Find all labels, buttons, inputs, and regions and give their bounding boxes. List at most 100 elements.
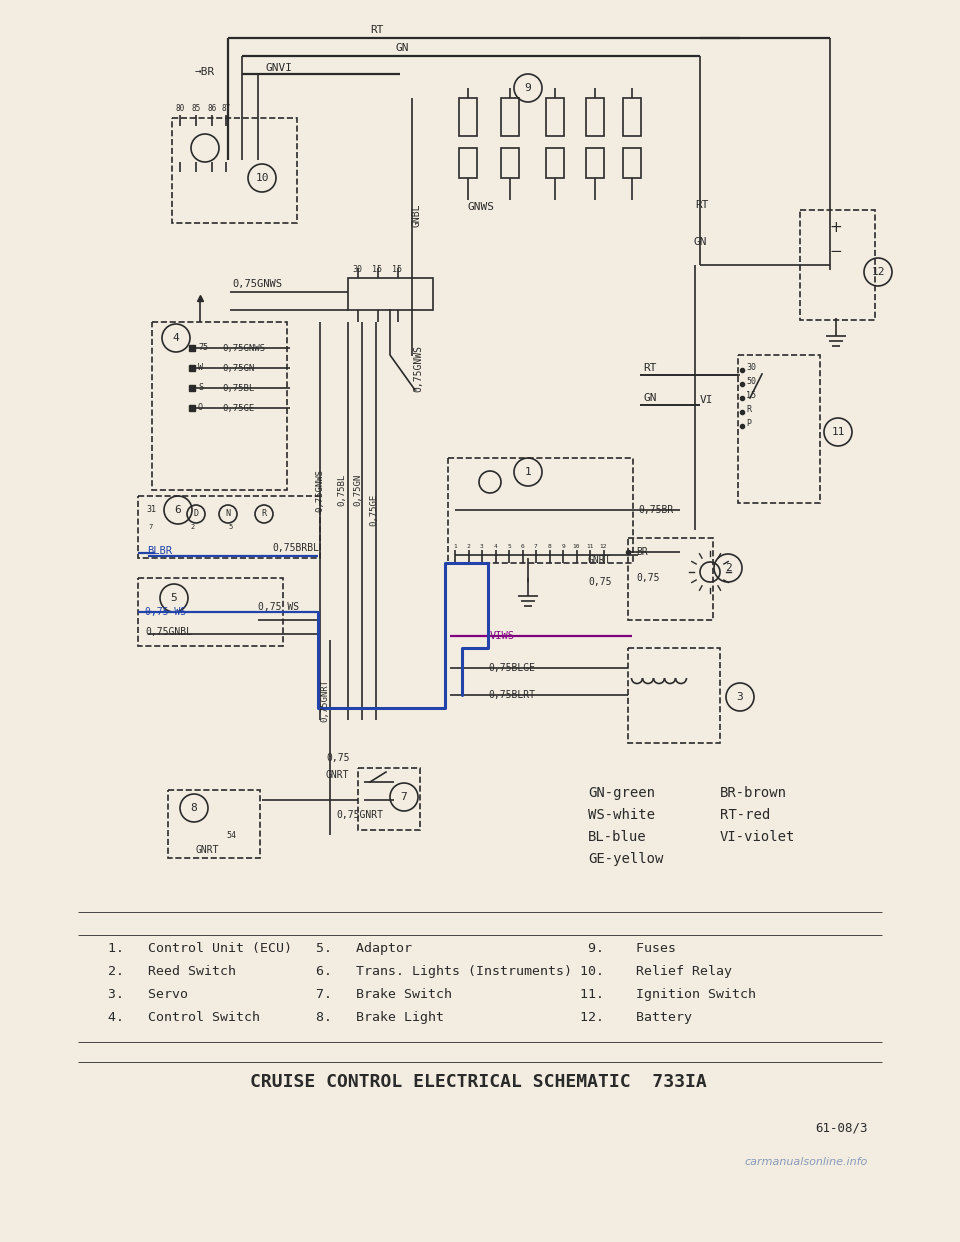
Text: 86: 86	[207, 104, 217, 113]
Text: 31: 31	[146, 505, 156, 514]
Bar	[623, 148, 641, 178]
Text: 0,75BRBL: 0,75BRBL	[272, 543, 319, 553]
Bar	[628, 648, 720, 743]
Text: 3.   Servo                7.   Brake Switch                11.    Ignition Switc: 3. Servo 7. Brake Switch 11. Ignition Sw…	[108, 987, 756, 1001]
Bar	[459, 148, 477, 178]
Text: S: S	[198, 384, 203, 392]
Text: VIWS: VIWS	[490, 631, 515, 641]
Text: 3: 3	[736, 692, 743, 702]
Bar	[358, 768, 420, 830]
Bar	[546, 148, 564, 178]
Text: 0,75 WS: 0,75 WS	[145, 607, 186, 617]
Text: BLBR: BLBR	[147, 546, 172, 556]
Text: VI-violet: VI-violet	[720, 830, 796, 845]
Bar	[586, 148, 604, 178]
Text: 2: 2	[467, 544, 470, 549]
Text: RT: RT	[643, 363, 657, 373]
Text: 5: 5	[507, 544, 511, 549]
Text: 61-08/3: 61-08/3	[815, 1122, 868, 1134]
Text: 0,75BL: 0,75BL	[338, 474, 347, 507]
Bar	[623, 98, 641, 137]
Text: 10: 10	[573, 544, 580, 549]
Text: 11: 11	[587, 544, 593, 549]
Text: 6: 6	[175, 505, 181, 515]
Text: 1: 1	[453, 544, 457, 549]
Text: 9: 9	[524, 83, 532, 93]
Text: 4: 4	[493, 544, 497, 549]
Text: GNBL: GNBL	[412, 204, 422, 227]
Bar	[459, 98, 477, 137]
Text: 54: 54	[226, 831, 236, 841]
Text: R: R	[746, 405, 751, 415]
Text: GNVI: GNVI	[265, 63, 292, 73]
Bar	[448, 458, 633, 563]
Text: GN: GN	[395, 43, 409, 53]
Text: 5: 5	[171, 592, 178, 604]
Text: RT-red: RT-red	[720, 809, 770, 822]
Text: 0,75 WS: 0,75 WS	[258, 602, 300, 612]
Text: 4.   Control Switch       8.   Brake Light                 12.    Battery: 4. Control Switch 8. Brake Light 12. Bat…	[108, 1011, 692, 1023]
Text: R: R	[261, 509, 267, 518]
Text: 0,75BL: 0,75BL	[222, 384, 254, 392]
Text: RT: RT	[695, 200, 708, 210]
Text: −: −	[829, 245, 842, 260]
Text: 7: 7	[534, 544, 538, 549]
Bar	[348, 278, 433, 310]
Text: 3: 3	[480, 544, 484, 549]
Text: 10: 10	[255, 173, 269, 183]
Bar	[168, 790, 260, 858]
Text: 7: 7	[400, 792, 407, 802]
Text: GN-green: GN-green	[588, 786, 655, 800]
Text: +: +	[829, 220, 842, 235]
Text: 4: 4	[173, 333, 180, 343]
Text: 0,75: 0,75	[588, 578, 612, 587]
Text: CRUISE CONTROL ELECTRICAL SCHEMATIC  733IA: CRUISE CONTROL ELECTRICAL SCHEMATIC 733I…	[250, 1073, 707, 1090]
Text: 9: 9	[562, 544, 564, 549]
Text: 0,75GE: 0,75GE	[222, 404, 254, 412]
Text: 30: 30	[746, 364, 756, 373]
Text: GNWS: GNWS	[468, 202, 495, 212]
Text: 0,75GNWS: 0,75GNWS	[413, 344, 423, 391]
Text: 0,75GNWS: 0,75GNWS	[232, 279, 282, 289]
Text: W: W	[198, 364, 203, 373]
Text: GNRT: GNRT	[196, 845, 220, 854]
Text: 0,75GNBL: 0,75GNBL	[145, 627, 192, 637]
Text: 80: 80	[176, 104, 184, 113]
Text: GE-yellow: GE-yellow	[588, 852, 663, 866]
Text: 5: 5	[228, 524, 232, 530]
Text: →BR: →BR	[195, 67, 215, 77]
Text: 85: 85	[191, 104, 201, 113]
Bar	[152, 322, 287, 491]
Text: 0,75GNRT: 0,75GNRT	[336, 810, 383, 820]
Text: 15: 15	[372, 266, 382, 274]
Text: 75: 75	[198, 344, 208, 353]
Text: 0,75GNRT: 0,75GNRT	[321, 678, 329, 722]
Text: GN: GN	[643, 392, 657, 402]
Text: 12: 12	[600, 544, 608, 549]
Bar	[738, 355, 820, 503]
Text: 0,75GNWS: 0,75GNWS	[316, 468, 324, 512]
Text: 11: 11	[831, 427, 845, 437]
Text: GNRT: GNRT	[326, 770, 349, 780]
Text: BL-blue: BL-blue	[588, 830, 647, 845]
Text: N: N	[226, 509, 230, 518]
Text: 50: 50	[746, 378, 756, 386]
Text: 0,75GN: 0,75GN	[353, 474, 363, 507]
Text: 12: 12	[872, 267, 885, 277]
Text: BR-brown: BR-brown	[720, 786, 787, 800]
Bar	[628, 538, 713, 620]
Text: RT: RT	[370, 25, 383, 35]
Text: 0,75GN: 0,75GN	[222, 364, 254, 373]
Text: 6: 6	[520, 544, 524, 549]
Bar	[800, 210, 875, 320]
Bar	[138, 578, 283, 646]
Bar	[501, 98, 519, 137]
Bar	[586, 98, 604, 137]
Text: 15: 15	[746, 391, 756, 400]
Text: 0,75: 0,75	[326, 753, 349, 763]
Text: D: D	[194, 509, 199, 518]
Text: 1: 1	[524, 467, 532, 477]
Text: 1.   Control Unit (ECU)   5.   Adaptor                      9.    Fuses: 1. Control Unit (ECU) 5. Adaptor 9. Fuse…	[108, 941, 676, 955]
Text: 0,75: 0,75	[636, 573, 660, 582]
Text: 8: 8	[191, 804, 198, 814]
